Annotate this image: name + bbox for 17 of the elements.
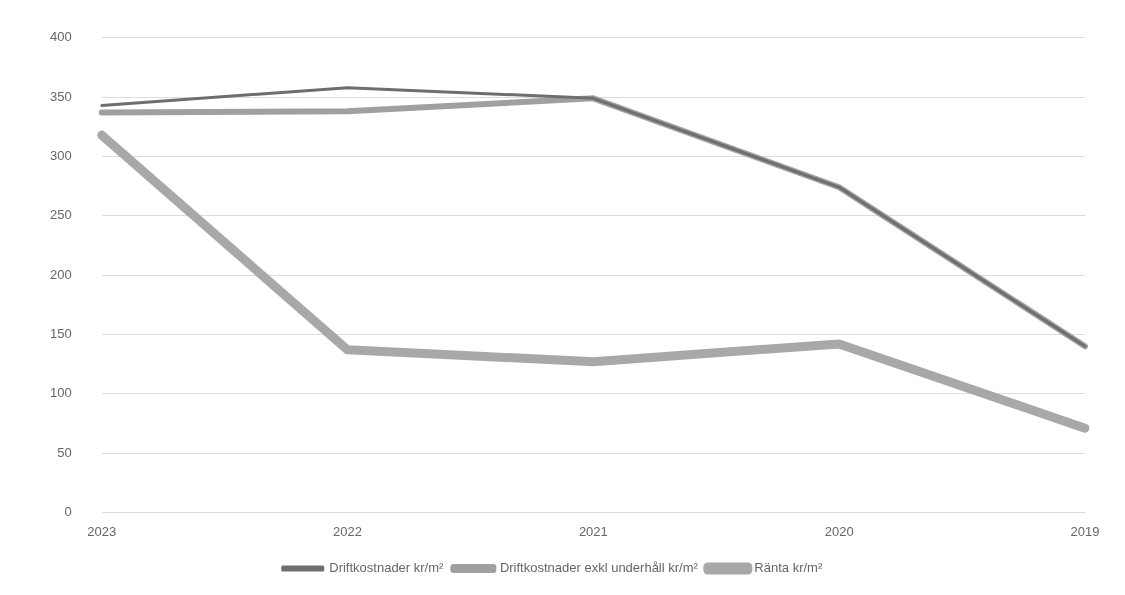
x-tick-label: 2023 xyxy=(87,523,117,539)
legend-label: Driftkostnader exkl underhåll kr/m² xyxy=(499,560,699,576)
y-tick-label: 400 xyxy=(49,29,72,45)
x-tick-label: 2020 xyxy=(824,523,854,539)
x-tick-label: 2022 xyxy=(333,523,362,539)
y-tick-label: 100 xyxy=(49,385,72,401)
y-tick-label: 250 xyxy=(49,207,72,223)
legend-label: Driftkostnader kr/m² xyxy=(329,560,445,576)
x-tick-label: 2021 xyxy=(578,523,608,539)
legend-label: Ränta kr/m² xyxy=(754,560,823,576)
x-tick-label: 2019 xyxy=(1070,523,1100,539)
y-tick-label: 350 xyxy=(49,88,72,104)
y-tick-label: 50 xyxy=(57,444,72,460)
y-tick-label: 0 xyxy=(64,503,72,519)
y-tick-label: 150 xyxy=(49,326,72,341)
y-tick-label: 200 xyxy=(49,266,72,282)
y-tick-label: 300 xyxy=(49,148,72,164)
